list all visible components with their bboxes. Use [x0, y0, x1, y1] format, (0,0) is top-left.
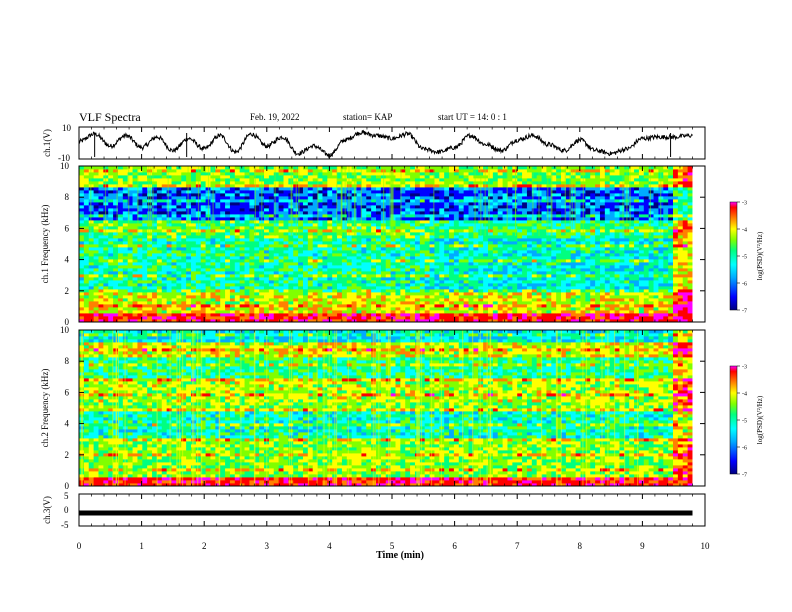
ch2-spectrogram-image	[79, 330, 705, 486]
x-tick-label: 0	[77, 541, 82, 551]
colorbar-tick-label: -3	[742, 201, 747, 207]
ch2-colorbar-label: log(PSD)(V²/Hz)	[756, 395, 764, 444]
x-tick-label: 6	[452, 541, 457, 551]
ch2-colorbar	[730, 366, 737, 474]
colorbar-tick-label: -7	[742, 309, 747, 315]
x-tick-label: 7	[515, 541, 520, 551]
x-tick-label: 1	[139, 541, 144, 551]
ch1-ylabel: ch.1(V)	[42, 129, 52, 157]
ch2-spectrogram-ylabel: ch.2 Frequency (kHz)	[40, 369, 50, 448]
x-tick-label: 2	[202, 541, 207, 551]
freq-tick-label: 10	[60, 325, 70, 335]
x-axis-label: Time (min)	[376, 550, 424, 561]
x-tick-label: 9	[640, 541, 645, 551]
freq-tick-label: 8	[65, 356, 70, 366]
colorbar-tick-label: -6	[742, 446, 747, 452]
colorbar-tick-label: -5	[742, 419, 747, 425]
ch1-spectrogram-image	[79, 166, 705, 322]
ch1-spectrogram-ylabel: ch.1 Frequency (kHz)	[40, 205, 50, 284]
freq-tick-label: 8	[65, 192, 70, 202]
freq-tick-label: 2	[65, 286, 70, 296]
colorbar-tick-label: -5	[742, 255, 747, 261]
colorbar-tick-label: -3	[742, 365, 747, 371]
freq-tick-label: 4	[65, 255, 70, 265]
ch3-ylabel: ch.3(V)	[42, 496, 52, 524]
vlf-figure: 10 -10 ch.1(V) 0246810 ch.1 Frequency (k…	[0, 0, 792, 612]
ch1-colorbar-label: log(PSD)(V²/Hz)	[756, 231, 764, 280]
freq-tick-label: 4	[65, 419, 70, 429]
freq-tick-label: 2	[65, 450, 70, 460]
x-tick-label: 10	[701, 541, 711, 551]
ch1-ytick-top: 10	[62, 123, 72, 133]
colorbar-tick-label: -4	[742, 392, 747, 398]
colorbar-tick-label: -7	[742, 473, 747, 479]
x-tick-label: 3	[265, 541, 270, 551]
ch3-waveform-line	[79, 511, 693, 516]
ch3-ytick-5: 5	[64, 491, 69, 501]
ch1-waveform-line	[79, 130, 693, 157]
x-tick-label: 4	[327, 541, 332, 551]
freq-tick-label: 6	[65, 387, 70, 397]
freq-tick-label: 0	[65, 481, 70, 491]
ch1-colorbar	[730, 202, 737, 310]
colorbar-tick-label: -4	[742, 228, 747, 234]
freq-tick-label: 10	[60, 161, 70, 171]
ch3-ytick-minus5: -5	[61, 520, 69, 530]
colorbar-tick-label: -6	[742, 282, 747, 288]
x-tick-label: 8	[578, 541, 583, 551]
ch3-ytick-0: 0	[64, 505, 69, 515]
freq-tick-label: 6	[65, 223, 70, 233]
